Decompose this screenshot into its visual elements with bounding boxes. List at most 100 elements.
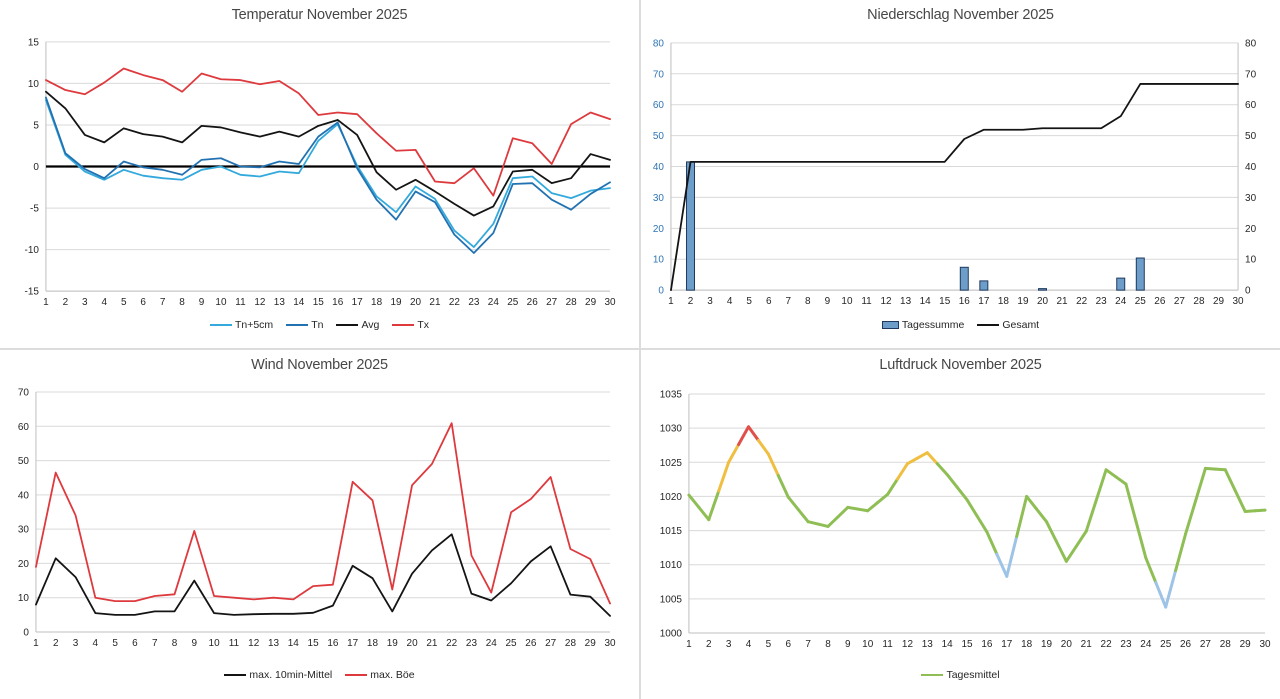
- x-axis-day-label: 11: [229, 638, 240, 649]
- series-segment-Tagesmittel: [876, 492, 890, 505]
- legend-label: Gesamt: [1002, 319, 1040, 331]
- legend-bar-swatch: [881, 321, 899, 329]
- y-axis-tick-label: 70: [18, 387, 30, 398]
- series-segment-Tagesmittel: [915, 451, 929, 460]
- series-segment-Tagesmittel: [816, 522, 830, 528]
- series-line-Tn+5cm: [45, 99, 611, 248]
- legend-label: max. 10min-Mittel: [249, 669, 333, 681]
- precipitation-bar: [1116, 277, 1126, 291]
- wind-chart-panel: Wind November 2025 0 10 20 30 40 50 60 70 1 2 3 4 5 6…: [0, 350, 639, 699]
- x-axis-day-label: 25: [1135, 296, 1147, 307]
- pressure-chart-panel: Luftdruck November 2025 1000 1005 1010 1015…: [641, 350, 1280, 699]
- x-axis-day-label: 8: [805, 296, 811, 307]
- x-axis-day-label: 20: [1061, 639, 1073, 650]
- series-segment-Tagesmittel: [1243, 509, 1257, 513]
- x-axis-day-label: 19: [1041, 639, 1053, 650]
- series-segment-Tagesmittel: [1184, 499, 1197, 536]
- x-axis-day-label: 25: [507, 297, 519, 308]
- x-axis-day-label: 7: [152, 638, 158, 649]
- series-segment-Tagesmittel: [1035, 507, 1049, 524]
- y-axis-tick-label: 15: [28, 37, 40, 48]
- series-segment-Tagesmittel: [856, 507, 870, 513]
- x-axis-day-label: 17: [1001, 639, 1013, 650]
- x-axis-day-label: 18: [367, 638, 379, 649]
- x-axis-day-label: 6: [132, 638, 138, 649]
- x-axis-day-label: 13: [268, 638, 280, 649]
- x-axis-day-label: 29: [585, 297, 597, 308]
- legend-line-swatch: [977, 324, 1000, 326]
- x-axis-day-label: 14: [288, 638, 300, 649]
- series-segment-Tagesmittel: [766, 452, 780, 478]
- precipitation-bar: [1038, 288, 1048, 291]
- x-axis-day-label: 30: [604, 297, 616, 308]
- y-axis-tick-label: 20: [653, 224, 665, 235]
- series-line-Gesamt: [670, 83, 1239, 292]
- x-axis-day-label: 24: [1115, 296, 1127, 307]
- series-segment-Tagesmittel: [1134, 519, 1148, 560]
- x-axis-day-label: 25: [1160, 639, 1172, 650]
- x-axis-day-label: 9: [199, 297, 205, 308]
- x-axis-day-label: 3: [707, 296, 713, 307]
- x-axis-day-label: 6: [766, 296, 772, 307]
- x-axis-day-label: 14: [942, 639, 954, 650]
- x-axis-day-label: 26: [1180, 639, 1192, 650]
- series-segment-Tagesmittel: [995, 552, 1009, 578]
- x-axis-day-label: 28: [1193, 296, 1205, 307]
- legend-label: Tx: [417, 319, 430, 331]
- x-axis-day-label: 3: [82, 297, 88, 308]
- x-axis-day-label: 27: [546, 297, 558, 308]
- x-axis-day-label: 3: [726, 639, 732, 650]
- x-axis-day-label: 29: [585, 638, 597, 649]
- series-segment-Tagesmittel: [776, 474, 790, 499]
- y-axis-tick-label: 80: [653, 38, 665, 49]
- x-axis-day-label: 15: [313, 297, 325, 308]
- x-axis-day-label: 4: [727, 296, 733, 307]
- series-segment-Tagesmittel: [826, 515, 840, 528]
- x-axis-day-label: 11: [882, 639, 893, 650]
- x-axis-day-label: 27: [545, 638, 557, 649]
- y-axis-tick-label: 1030: [660, 424, 683, 435]
- x-axis-day-label: 9: [192, 638, 198, 649]
- x-axis-day-label: 17: [978, 296, 990, 307]
- legend-line-swatch: [224, 674, 247, 676]
- x-axis-day-label: 21: [429, 297, 441, 308]
- x-axis-day-label: 25: [506, 638, 518, 649]
- y-axis-tick-label: 50: [18, 456, 30, 467]
- x-axis-day-label: 6: [140, 297, 146, 308]
- series-segment-Tagesmittel: [747, 425, 760, 442]
- series-segment-Tagesmittel: [945, 473, 959, 489]
- series-segment-Tagesmittel: [687, 493, 701, 509]
- x-axis-day-label: 5: [112, 638, 118, 649]
- series-segment-Tagesmittel: [866, 501, 880, 513]
- x-axis-day-label: 12: [881, 296, 893, 307]
- legend-label: Tagessumme: [901, 319, 965, 331]
- temperature-chart-legend: Tn+5cm Tn Avg Tx: [0, 319, 639, 331]
- x-axis-day-label: 15: [961, 639, 973, 650]
- legend-item-Tn: Tn: [286, 319, 323, 331]
- x-axis-day-label: 1: [43, 297, 49, 308]
- series-segment-Tagesmittel: [955, 485, 969, 502]
- x-axis-day-label: 5: [766, 639, 772, 650]
- y-axis-tick-label: 1025: [660, 458, 683, 469]
- series-segment-Tagesmittel: [717, 460, 731, 493]
- x-axis-day-label: 21: [1057, 296, 1069, 307]
- series-segment-Tagesmittel: [1223, 468, 1237, 493]
- series-segment-Tagesmittel: [1124, 482, 1138, 523]
- x-axis-day-label: 24: [486, 638, 498, 649]
- y-axis-tick-label: 50: [653, 131, 665, 142]
- temperature-chart-panel: Temperatur November 2025 -15 -10 -5 0 5 10 15 1…: [0, 0, 639, 348]
- legend-line-swatch: [209, 324, 232, 326]
- series-line-Avg: [45, 90, 611, 217]
- x-axis-day-label: 7: [160, 297, 166, 308]
- series-segment-Tagesmittel: [1174, 532, 1188, 573]
- y-axis-tick-label-right: 30: [1245, 193, 1257, 204]
- legend-line-swatch: [345, 674, 368, 676]
- x-axis-day-label: 5: [121, 297, 127, 308]
- x-axis-day-label: 9: [825, 296, 831, 307]
- legend-item-Tagesmittel: Tagesmittel: [921, 669, 1000, 681]
- x-axis-day-label: 12: [254, 297, 266, 308]
- series-segment-Tagesmittel: [1045, 520, 1058, 543]
- x-axis-day-label: 27: [1174, 296, 1186, 307]
- x-axis-day-label: 1: [668, 296, 674, 307]
